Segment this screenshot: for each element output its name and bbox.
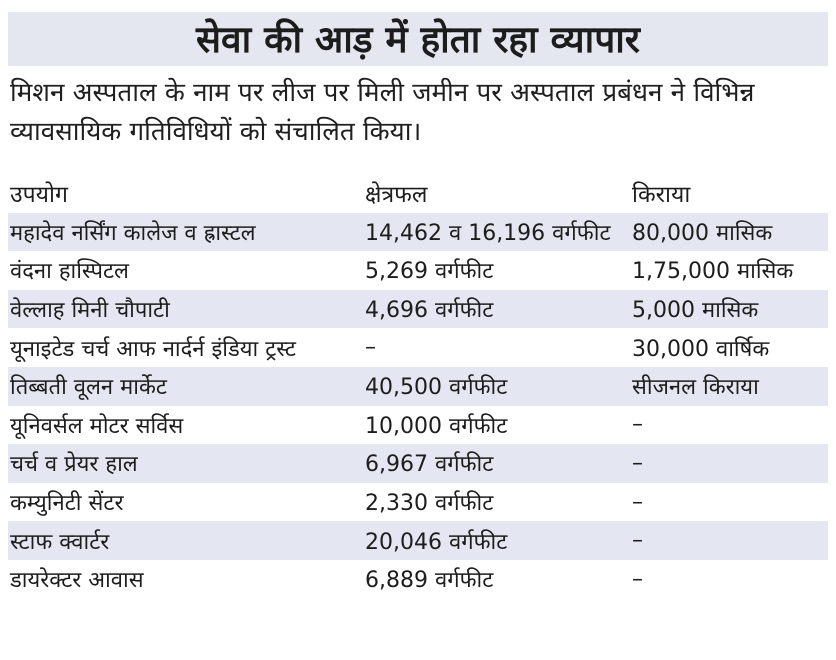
headline: सेवा की आड़ में होता रहा व्यापार (196, 17, 640, 61)
table-row: महादेव नर्सिंग कालेज व ह्रास्टल 14,462 व… (8, 212, 828, 252)
rent-cell: – (632, 412, 643, 438)
usage-cell: डायरेक्टर आवास (10, 568, 144, 594)
area-cell: 10,000 वर्गफीट (365, 413, 508, 439)
area-cell: 6,967 वर्गफीट (365, 452, 494, 478)
table-row: वंदना हास्पिटल 5,269 वर्गफीट 1,75,000 मा… (8, 251, 828, 290)
rent-cell: 30,000 वार्षिक (632, 336, 770, 362)
table-row: तिब्बती वूलन मार्केट 40,500 वर्गफीट सीजन… (8, 366, 828, 406)
rent-cell: 5,000 मासिक (632, 298, 759, 324)
rent-cell: – (632, 450, 643, 476)
table-row: कम्युनिटी सेंटर 2,330 वर्गफीट – (8, 483, 828, 522)
headline-bar: सेवा की आड़ में होता रहा व्यापार (8, 12, 828, 66)
header-usage: उपयोग (10, 182, 68, 209)
rent-cell: 1,75,000 मासिक (632, 259, 794, 285)
table-row: यूनिवर्सल मोटर सर्विस 10,000 वर्गफीट – (8, 406, 828, 445)
intro-text: मिशन अस्पताल के नाम पर लीज पर मिली जमीन … (10, 78, 755, 147)
usage-cell: चर्च व प्रेयर हाल (10, 452, 138, 478)
rent-cell: – (632, 528, 643, 554)
table-row: वेल्लाह मिनी चौपाटी 4,696 वर्गफीट 5,000 … (8, 289, 828, 329)
area-cell: 40,500 वर्गफीट (365, 375, 508, 401)
table-row: स्टाफ क्वार्टर 20,046 वर्गफीट – (8, 521, 828, 560)
rent-cell: – (632, 566, 643, 592)
rent-cell: – (632, 489, 643, 515)
usage-cell: कम्युनिटी सेंटर (10, 491, 124, 517)
area-cell: 2,330 वर्गफीट (365, 491, 494, 517)
rent-cell: सीजनल किराया (632, 375, 759, 401)
lease-usage-table: उपयोग क्षेत्रफल किराया महादेव नर्सिंग का… (8, 174, 828, 599)
area-cell: 14,462 व 16,196 वर्गफीट (365, 220, 611, 246)
area-cell: 6,889 वर्गफीट (365, 568, 494, 594)
area-cell: 4,696 वर्गफीट (365, 298, 494, 324)
usage-cell: महादेव नर्सिंग कालेज व ह्रास्टल (10, 220, 256, 246)
table-row: चर्च व प्रेयर हाल 6,967 वर्गफीट – (8, 444, 828, 483)
area-cell: 20,046 वर्गफीट (365, 529, 508, 555)
usage-cell: तिब्बती वूलन मार्केट (10, 375, 167, 401)
header-area: क्षेत्रफल (365, 182, 428, 209)
usage-cell: यूनिवर्सल मोटर सर्विस (10, 413, 184, 439)
area-cell: – (365, 335, 376, 361)
rent-cell: 80,000 मासिक (632, 220, 773, 246)
usage-cell: स्टाफ क्वार्टर (10, 529, 110, 555)
table-row: यूनाइटेड चर्च आफ नार्दर्न इंडिया ट्रस्ट … (8, 328, 828, 367)
usage-cell: यूनाइटेड चर्च आफ नार्दर्न इंडिया ट्रस्ट (10, 336, 296, 362)
area-cell: 5,269 वर्गफीट (365, 259, 494, 285)
table-header-row: उपयोग क्षेत्रफल किराया (8, 174, 828, 213)
usage-cell: वंदना हास्पिटल (10, 259, 129, 285)
header-rent: किराया (632, 182, 691, 209)
table-row: डायरेक्टर आवास 6,889 वर्गफीट – (8, 560, 828, 599)
usage-cell: वेल्लाह मिनी चौपाटी (10, 298, 170, 324)
